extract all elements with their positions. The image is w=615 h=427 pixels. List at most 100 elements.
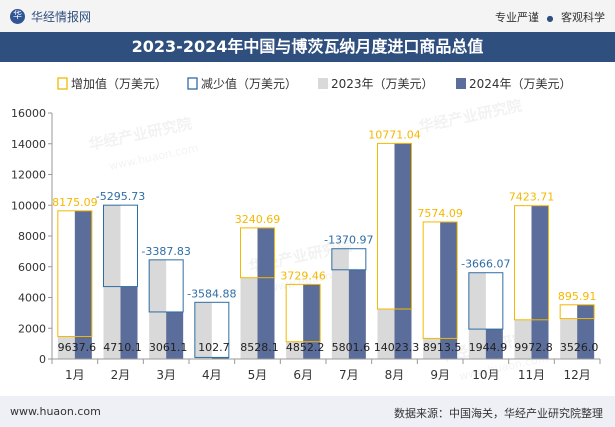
increase-marker [377, 142, 412, 310]
data-labels: 9637.6 4710.1 3061.1 102.7 8528.1 4852.2 5801.… [58, 341, 599, 354]
bar-value-label: 9637.6 [58, 341, 97, 354]
change-label: -3584.88 [187, 287, 236, 300]
x-tick-label: 2月 [111, 368, 131, 382]
x-tick-label: 8月 [385, 368, 405, 382]
change-markers: 8175.09-5295.73 -3387.83 -3584.88 3240.69 37… [52, 128, 597, 358]
legend-decrease-swatch [187, 77, 198, 90]
bar-value-label: 4852.2 [286, 341, 325, 354]
bar-value-label: 102.7 [198, 341, 230, 354]
bar-2024 [211, 357, 229, 359]
y-tick-label: 6000 [18, 261, 46, 274]
bar-value-label: 9972.8 [514, 341, 553, 354]
change-label: -3666.07 [461, 258, 510, 271]
bar-2024 [120, 286, 138, 359]
change-label: -5295.73 [96, 190, 145, 203]
bar-2024 [440, 221, 458, 359]
change-label: 3729.46 [280, 269, 326, 282]
chart-title: 2023-2024年中国与博茨瓦纳月度进口商品总值 [0, 32, 615, 62]
bar-2024 [485, 329, 503, 359]
x-tick-label: 4月 [202, 368, 222, 382]
bar-2023 [240, 277, 258, 359]
decrease-marker [468, 272, 504, 330]
top-bar: 华 华经情报网 专业严谨 ● 客观科学 [0, 0, 615, 32]
bar-2023 [514, 319, 532, 359]
bar-2024 [257, 227, 275, 359]
bar-2023 [286, 341, 304, 359]
watermark-text: 华经产业研究院 [417, 96, 523, 135]
brand-logo-icon: 华 [10, 9, 25, 24]
change-label: 7574.09 [417, 207, 463, 220]
decrease-marker [148, 259, 184, 313]
decrease-marker [194, 301, 230, 358]
brand-name: 华经情报网 [31, 10, 92, 24]
bar-value-label: 4710.1 [103, 341, 142, 354]
decrease-marker [331, 248, 367, 271]
bar-2023 [194, 302, 212, 359]
change-label: 895.91 [558, 290, 597, 303]
y-tick-label: 14000 [11, 138, 46, 151]
bar-2024 [531, 205, 549, 359]
bar-value-label: 3061.1 [149, 341, 188, 354]
x-tick-label: 1月 [65, 368, 85, 382]
legend-2024-swatch [456, 78, 466, 89]
bar-value-label: 5801.6 [332, 341, 371, 354]
x-tick-label: 11月 [518, 368, 545, 382]
increase-marker [240, 227, 275, 279]
increase-marker [57, 210, 93, 338]
change-label: -3387.83 [141, 245, 190, 258]
bar-value-label: 3526.0 [560, 341, 599, 354]
legend: 增加值（万美元） 减少值（万美元） 2023年（万美元） 2024年（万美元） [57, 76, 572, 91]
chart: 华经产业研究院 www.huaon.com 华经产业研究院 华经产业研究院 ww… [11, 76, 601, 383]
y-tick-label: 2000 [18, 322, 46, 335]
y-axis: 0 2000 4000 6000 8000 10000 12000 14000 16000 [11, 107, 53, 366]
bar-2023 [149, 259, 167, 359]
x-tick-label: 3月 [156, 368, 176, 382]
y-tick-label: 10000 [11, 199, 46, 212]
y-tick-label: 4000 [18, 292, 46, 305]
x-tick-label: 7月 [339, 368, 359, 382]
decrease-marker [103, 204, 138, 288]
footer-site: www.huaon.com [10, 405, 101, 418]
change-label: -1370.97 [324, 234, 373, 247]
change-label: 7423.71 [509, 191, 555, 204]
increase-marker [285, 283, 321, 343]
bar-2024 [166, 311, 184, 359]
bar-2023 [560, 318, 578, 359]
footer-source: 数据来源：中国海关，华经产业研究院整理 [394, 407, 603, 420]
x-tick-label: 12月 [564, 368, 591, 382]
x-tick-label: 6月 [293, 368, 313, 382]
bar-2024 [74, 210, 92, 359]
y-tick-label: 8000 [18, 230, 46, 243]
bar-2023 [468, 272, 486, 359]
bar-2023 [331, 248, 349, 359]
increase-marker [422, 221, 458, 339]
x-tick-label: 10月 [472, 368, 499, 382]
bar-value-label: 8528.1 [240, 341, 279, 354]
change-label: 3240.69 [235, 213, 281, 226]
bar-2023 [377, 308, 395, 359]
legend-2023-swatch [318, 78, 328, 89]
footer: www.huaon.com 数据来源：中国海关，华经产业研究院整理 [0, 396, 615, 427]
bar-2024 [394, 143, 412, 359]
slogan-right: 客观科学 [561, 11, 605, 24]
slogan-left: 专业严谨 [495, 11, 540, 24]
y-tick-label: 0 [39, 353, 46, 366]
change-label: 10771.04 [368, 128, 421, 141]
change-label: 8175.09 [52, 196, 98, 209]
increase-marker [514, 205, 549, 321]
bar-2023 [103, 205, 121, 359]
legend-2023-label: 2023年（万美元） [331, 77, 434, 91]
bar-2023 [423, 338, 441, 359]
brand: 华 华经情报网 [10, 8, 91, 25]
x-tick-label: 9月 [430, 368, 450, 382]
legend-2024-label: 2024年（万美元） [469, 77, 572, 91]
bar-2024 [303, 284, 321, 359]
slogan: 专业严谨 ● 客观科学 [495, 9, 605, 25]
y-tick-label: 16000 [11, 107, 46, 120]
bar-value-label: 1944.9 [469, 341, 508, 354]
y-tick-label: 12000 [11, 169, 46, 182]
x-tick-label: 5月 [248, 368, 268, 382]
legend-decrease-label: 减少值（万美元） [201, 76, 297, 91]
increase-marker [559, 304, 595, 320]
bars [57, 143, 595, 359]
